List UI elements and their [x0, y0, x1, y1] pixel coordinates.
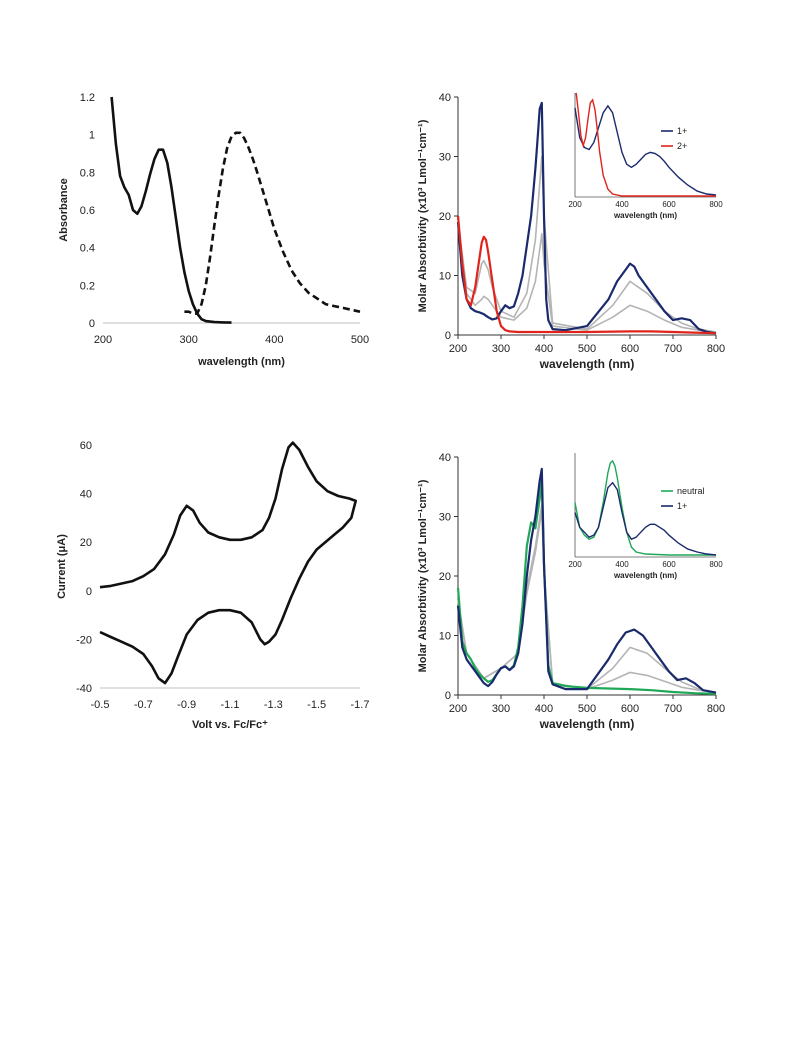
- x-tick-label: 500: [578, 703, 596, 715]
- series-line-dashed: [184, 131, 361, 315]
- y-tick-label: 40: [439, 92, 451, 104]
- x-tick-label: -0.9: [177, 699, 196, 711]
- y-tick-label: 0: [86, 586, 92, 598]
- y-tick-label: 30: [439, 152, 451, 164]
- chart-absorbance-svg: 0 0.2 0.4 0.6 0.8 1 1.2 200 300 400 500 wavelength …: [58, 92, 369, 368]
- y-tick-label: 40: [80, 489, 92, 501]
- x-tick-label: -1.3: [264, 699, 283, 711]
- y-tick-label: 40: [439, 452, 451, 464]
- inset-x-tick-label: 600: [662, 560, 676, 569]
- inset-x-tick-label: 600: [662, 200, 676, 209]
- y-axis-label: Molar Absorbtivity (x10³ Lmol⁻¹cm⁻¹): [417, 479, 429, 672]
- y-tick-label: -20: [76, 634, 92, 646]
- y-tick-label: 60: [80, 440, 92, 452]
- x-tick-label: 500: [351, 334, 369, 346]
- x-tick-label: -1.7: [351, 699, 370, 711]
- inset-chart: 200 400 600 800 wavelength (nm) neutral 1+: [568, 449, 723, 583]
- x-tick-label: 500: [578, 343, 596, 355]
- series-line-trace-2: [457, 155, 717, 333]
- x-tick-label: -1.5: [307, 699, 326, 711]
- y-tick-label: 20: [439, 211, 451, 223]
- x-tick-label: -0.5: [91, 699, 110, 711]
- y-tick-label: 0.8: [80, 167, 95, 179]
- x-tick-label: 200: [449, 343, 467, 355]
- inset-x-tick-label: 200: [568, 560, 582, 569]
- inset-series-neutral: [574, 459, 716, 556]
- y-tick-label: 0.6: [80, 205, 95, 217]
- y-tick-label: 10: [439, 631, 451, 643]
- inset-x-tick-label: 400: [615, 560, 629, 569]
- inset-background: [573, 449, 720, 583]
- series-line-trace-3: [457, 509, 717, 694]
- x-tick-label: 300: [492, 343, 510, 355]
- chart-molar-absorptivity-bottom-svg: 0 10 20 30 40 200 300 400 500 600 700 800 wavelength…: [417, 449, 725, 731]
- inset-background: [573, 89, 720, 223]
- x-axis-label: wavelength (nm): [197, 356, 285, 368]
- y-tick-label: 1: [89, 130, 95, 142]
- x-tick-label: 300: [492, 703, 510, 715]
- y-tick-label: 1.2: [80, 92, 95, 104]
- x-tick-label: 300: [179, 334, 197, 346]
- x-tick-label: 700: [664, 703, 682, 715]
- y-axis-label: Absorbance: [58, 178, 70, 242]
- chart-molar-absorptivity-top-svg: 0 10 20 30 40 200 300 400 500 600 700 800 wavelength…: [417, 89, 725, 371]
- legend-label-1+: 1+: [677, 126, 687, 136]
- inset-x-axis-label: wavelength (nm): [613, 211, 677, 220]
- legend-label-2+: 2+: [677, 141, 687, 151]
- series-line-solid: [110, 96, 232, 324]
- inset-x-tick-label: 800: [709, 560, 723, 569]
- x-tick-label: 200: [94, 334, 112, 346]
- x-tick-label: 800: [707, 703, 725, 715]
- y-tick-label: 0: [445, 690, 451, 702]
- cv-trace: [99, 441, 357, 685]
- y-tick-label: 0.2: [80, 280, 95, 292]
- x-axis-label: Volt vs. Fc/Fc⁺: [192, 719, 268, 731]
- y-tick-label: 0.4: [80, 243, 95, 255]
- y-tick-label: 0: [89, 318, 95, 330]
- y-axis-label: Current (μA): [56, 534, 68, 599]
- x-axis-label: wavelength (nm): [539, 357, 635, 371]
- series-line-1+: [456, 101, 717, 335]
- y-tick-label: 20: [439, 571, 451, 583]
- x-axis-label: wavelength (nm): [539, 717, 635, 731]
- x-tick-label: 200: [449, 703, 467, 715]
- inset-x-tick-label: 800: [709, 200, 723, 209]
- x-tick-label: 400: [535, 703, 553, 715]
- legend-label-1+: 1+: [677, 501, 687, 511]
- y-tick-label: 30: [439, 512, 451, 524]
- inset-x-tick-label: 400: [615, 200, 629, 209]
- x-tick-label: 600: [621, 343, 639, 355]
- inset-chart: 200 400 600 800 wavelength (nm) 1+ 2+: [568, 89, 723, 223]
- x-tick-label: 800: [707, 343, 725, 355]
- legend-label-neutral: neutral: [677, 486, 705, 496]
- y-tick-label: 0: [445, 330, 451, 342]
- chart-molar-absorptivity-bottom: 0 10 20 30 40 200 300 400 500 600 700 800 wavelength…: [408, 445, 738, 750]
- chart-cyclic-voltammogram-svg: -40 -20 0 20 40 60 -0.5 -0.7 -0.9 -1.1 -1.3 -1.5 -1.…: [56, 440, 370, 731]
- x-tick-label: -1.1: [221, 699, 240, 711]
- series-line-trace-3: [457, 221, 717, 334]
- x-tick-label: -0.7: [134, 699, 153, 711]
- series-line-2+: [456, 215, 717, 335]
- chart-cyclic-voltammogram: -40 -20 0 20 40 60 -0.5 -0.7 -0.9 -1.1 -1.3 -1.5 -1.…: [55, 435, 375, 745]
- x-tick-label: 600: [621, 703, 639, 715]
- x-tick-label: 400: [535, 343, 553, 355]
- series-line-1+: [456, 467, 717, 694]
- x-tick-label: 700: [664, 343, 682, 355]
- y-tick-label: 20: [80, 537, 92, 549]
- inset-series-1+: [574, 481, 717, 556]
- chart-absorbance: 0 0.2 0.4 0.6 0.8 1 1.2 200 300 400 500 wavelength …: [55, 85, 375, 375]
- y-tick-label: -40: [76, 683, 92, 695]
- chart-molar-absorptivity-top: 0 10 20 30 40 200 300 400 500 600 700 800 wavelength…: [408, 85, 738, 385]
- inset-series-2+: [575, 92, 716, 197]
- inset-x-tick-label: 200: [568, 200, 582, 209]
- inset-x-axis-label: wavelength (nm): [613, 571, 677, 580]
- inset-series-1+: [574, 104, 717, 196]
- y-axis-label: Molar Absorbtivity (x10³ Lmol⁻¹cm⁻¹): [417, 119, 429, 312]
- series-line-neutral: [456, 479, 717, 695]
- x-tick-label: 400: [265, 334, 283, 346]
- y-tick-label: 10: [439, 271, 451, 283]
